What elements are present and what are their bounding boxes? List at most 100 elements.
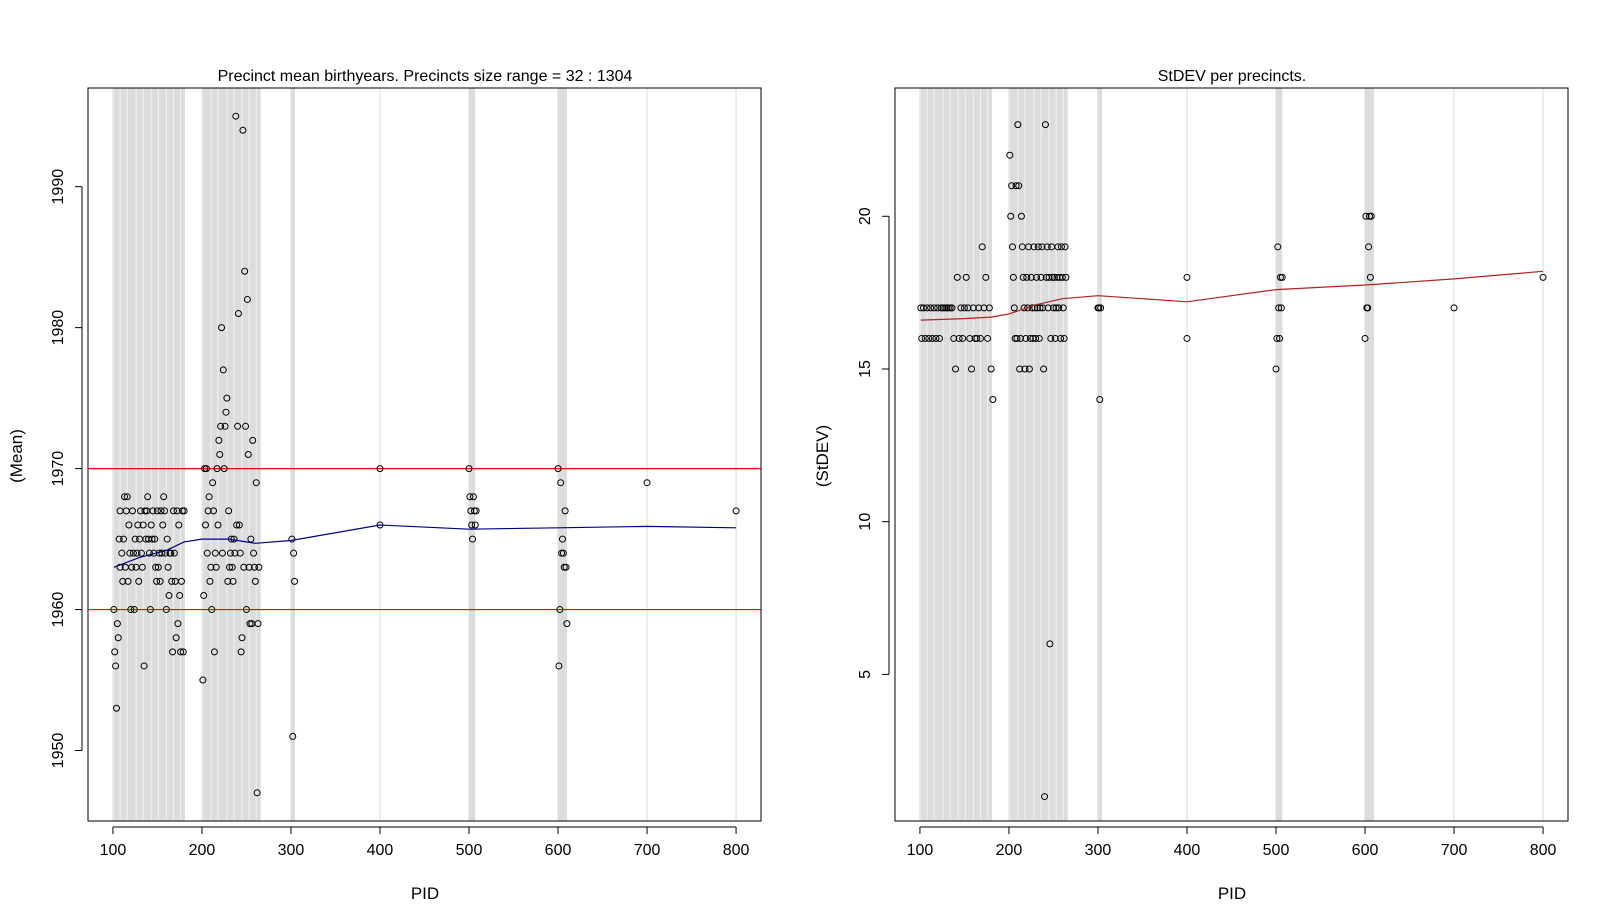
data-point <box>1051 334 1059 342</box>
stdev-panel: 100 200 300 400 500 600 700 800 5 10 15 20 StDEV pe… <box>813 68 1569 903</box>
data-point <box>1038 243 1046 251</box>
data-point <box>936 334 944 342</box>
shaded-band <box>1365 88 1374 821</box>
y-tick-label: 1960 <box>50 592 67 628</box>
data-point <box>1053 273 1061 281</box>
plot-frame <box>894 87 1569 822</box>
data-point <box>202 521 210 529</box>
data-point <box>162 606 170 614</box>
data-point <box>147 521 155 529</box>
data-point <box>255 563 263 571</box>
x-tick-label: 800 <box>723 842 750 859</box>
y-tick-label: 1950 <box>50 733 67 769</box>
data-point <box>561 507 569 515</box>
data-point <box>129 549 137 557</box>
data-point <box>1026 334 1034 342</box>
data-point <box>216 451 224 458</box>
data-point <box>1023 273 1031 281</box>
data-point <box>210 648 218 656</box>
data-point <box>919 304 927 312</box>
data-point <box>1367 212 1375 220</box>
data-point <box>1366 273 1374 281</box>
y-tick-label: 20 <box>857 207 874 225</box>
data-point <box>160 493 168 501</box>
data-point <box>555 662 563 670</box>
data-point <box>153 507 161 515</box>
data-point <box>145 549 153 557</box>
data-point <box>1025 365 1033 373</box>
data-point <box>156 577 164 585</box>
data-point <box>1015 182 1023 190</box>
data-point <box>1057 334 1065 342</box>
data-point <box>127 606 135 614</box>
data-point <box>1043 243 1051 251</box>
data-point <box>1275 304 1283 312</box>
data-point <box>238 634 246 642</box>
data-point <box>239 126 247 134</box>
data-point <box>1060 334 1068 342</box>
shaded-band <box>469 88 476 821</box>
shaded-band <box>290 88 295 821</box>
chart-title: Precinct mean birthyears. Precincts size… <box>218 68 633 85</box>
data-point <box>1050 273 1058 281</box>
data-point <box>1045 273 1053 281</box>
data-point <box>202 465 210 473</box>
data-point <box>563 620 571 628</box>
data-point <box>959 334 967 342</box>
data-point <box>211 549 219 557</box>
data-point <box>251 577 259 585</box>
data-point <box>172 634 180 642</box>
data-point <box>1059 304 1067 312</box>
data-point <box>1047 334 1055 342</box>
data-point <box>120 493 128 501</box>
data-point <box>559 549 567 557</box>
data-point <box>126 549 134 557</box>
data-point <box>243 295 251 303</box>
data-point <box>130 606 138 614</box>
data-point <box>128 563 136 571</box>
data-point <box>1273 334 1281 342</box>
chart-title: StDEV per precincts. <box>1158 68 1307 85</box>
x-tick-label: 500 <box>456 842 483 859</box>
data-point <box>199 676 207 684</box>
data-point <box>1014 121 1022 129</box>
shaded-band <box>113 88 186 821</box>
data-point <box>220 465 228 473</box>
data-point <box>732 507 740 515</box>
data-point <box>168 577 176 585</box>
data-point <box>139 521 147 529</box>
data-point <box>167 549 175 557</box>
shaded-band <box>558 88 567 821</box>
data-point <box>1183 273 1191 281</box>
data-point <box>987 365 995 373</box>
data-point <box>164 563 172 571</box>
data-point <box>556 606 564 614</box>
data-point <box>1450 304 1458 312</box>
data-point <box>925 334 933 342</box>
data-point <box>151 535 159 543</box>
data-point <box>985 304 993 312</box>
data-point <box>159 521 167 529</box>
data-point <box>179 648 187 656</box>
data-point <box>1041 121 1049 129</box>
x-tick-label: 500 <box>1263 842 1290 859</box>
x-tick-label: 600 <box>1352 842 1379 859</box>
data-point <box>174 620 182 628</box>
data-point <box>960 304 968 312</box>
data-point <box>111 648 119 656</box>
data-point <box>218 549 226 557</box>
data-point <box>934 304 942 312</box>
data-point <box>234 422 242 430</box>
data-point <box>210 507 218 515</box>
data-point <box>1017 334 1025 342</box>
data-point <box>1021 365 1029 373</box>
data-point <box>125 521 133 529</box>
data-point <box>1032 334 1040 342</box>
data-point <box>154 563 162 571</box>
data-point <box>241 267 249 275</box>
smooth-curve <box>113 524 737 568</box>
data-point <box>163 535 171 543</box>
data-point <box>244 451 252 458</box>
x-tick-label: 700 <box>1441 842 1468 859</box>
shaded-band <box>202 88 261 821</box>
